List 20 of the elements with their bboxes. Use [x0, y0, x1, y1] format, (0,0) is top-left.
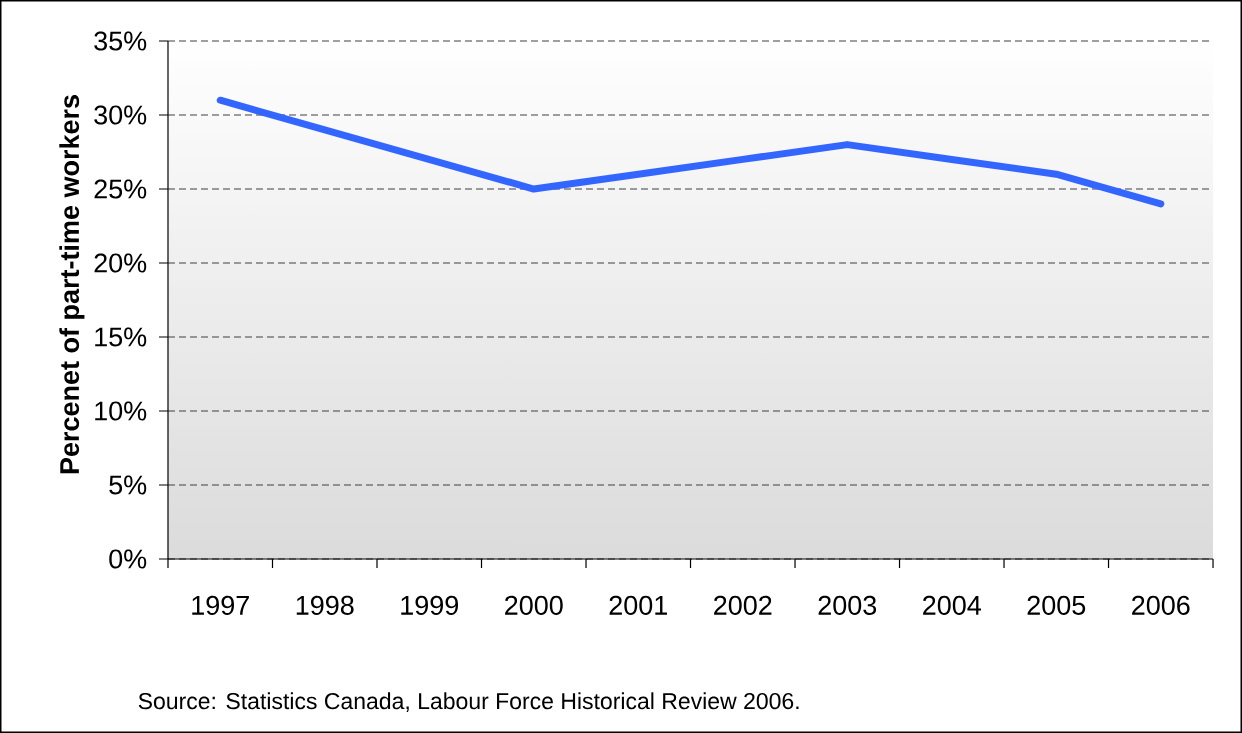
y-tick-label: 25%	[94, 179, 147, 199]
x-tick-label: 2003	[818, 595, 877, 615]
y-tick-label: 30%	[94, 105, 147, 125]
source-note: Source: Statistics Canada, Labour Force Historical Review 2006.	[138, 692, 799, 712]
y-tick-label: 15%	[95, 327, 147, 347]
y-tick-label: 10%	[95, 401, 147, 421]
y-tick-label: 35%	[94, 31, 147, 51]
y-tick-label: 5%	[109, 475, 147, 495]
x-tick-label: 2000	[505, 595, 563, 615]
x-tick-label: 2004	[923, 595, 981, 615]
y-axis-title: Percenet of part-time workers	[59, 95, 85, 474]
x-tick-label: 2002	[714, 595, 772, 615]
x-tick-label: 2001	[609, 595, 667, 615]
y-tick-label: 20%	[94, 253, 147, 273]
x-tick-label: 1999	[401, 595, 459, 615]
x-tick-label: 2006	[1132, 595, 1190, 615]
x-tick-label: 1997	[192, 595, 249, 615]
x-tick-label: 2005	[1027, 595, 1086, 615]
y-tick-label: 0%	[109, 549, 147, 569]
x-tick-label: 1998	[296, 595, 354, 615]
